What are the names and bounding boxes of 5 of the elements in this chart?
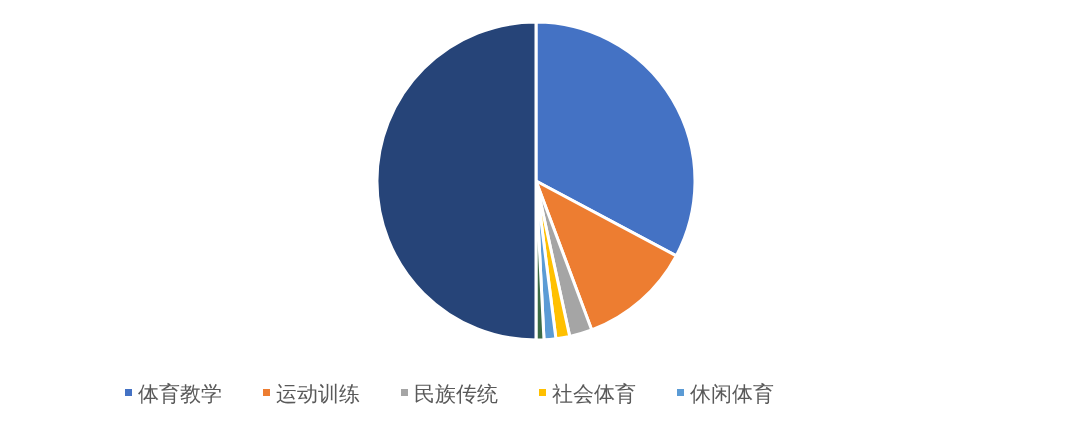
legend-label: 社会体育	[552, 381, 636, 405]
legend-label: 运动训练	[276, 381, 360, 405]
legend-label: 休闲体育	[690, 381, 774, 405]
legend-label: 体育教学	[138, 381, 222, 405]
legend-label: 民族传统	[414, 381, 498, 405]
